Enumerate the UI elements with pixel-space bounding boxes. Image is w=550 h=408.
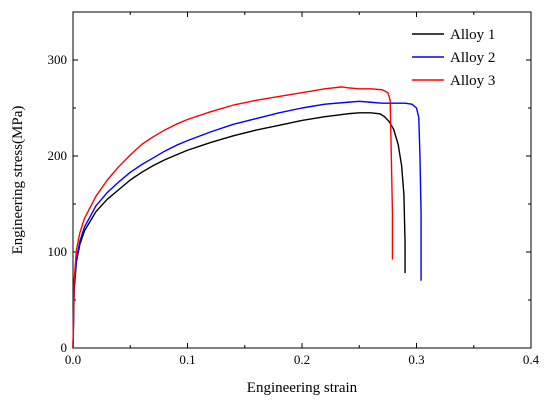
x-tick-label: 0.0 [65,352,81,367]
y-tick-label: 100 [48,244,68,259]
legend-label-3: Alloy 3 [450,73,495,89]
legend: Alloy 1 Alloy 2 Alloy 3 [412,27,495,89]
series-layer [72,86,422,349]
y-tick-label: 200 [48,148,68,163]
x-axis-title: Engineering strain [247,380,358,396]
legend-label-2: Alloy 2 [450,50,495,66]
series-line-2 [72,100,422,349]
y-tick-label: 300 [48,52,68,67]
x-tick-label: 0.3 [408,352,424,367]
series-line-3 [72,86,394,349]
x-tick-label: 0.4 [523,352,540,367]
x-tick-label: 0.2 [294,352,310,367]
x-tick-label: 0.1 [179,352,195,367]
legend-label-1: Alloy 1 [450,27,495,43]
x-axis: 0.0 0.1 0.2 0.3 0.4 [65,12,540,367]
series-line-1 [72,112,406,349]
y-axis-title: Engineering stress(MPa) [10,106,26,255]
y-tick-label: 0 [61,340,68,355]
y-axis: 0 100 200 300 [48,11,531,355]
